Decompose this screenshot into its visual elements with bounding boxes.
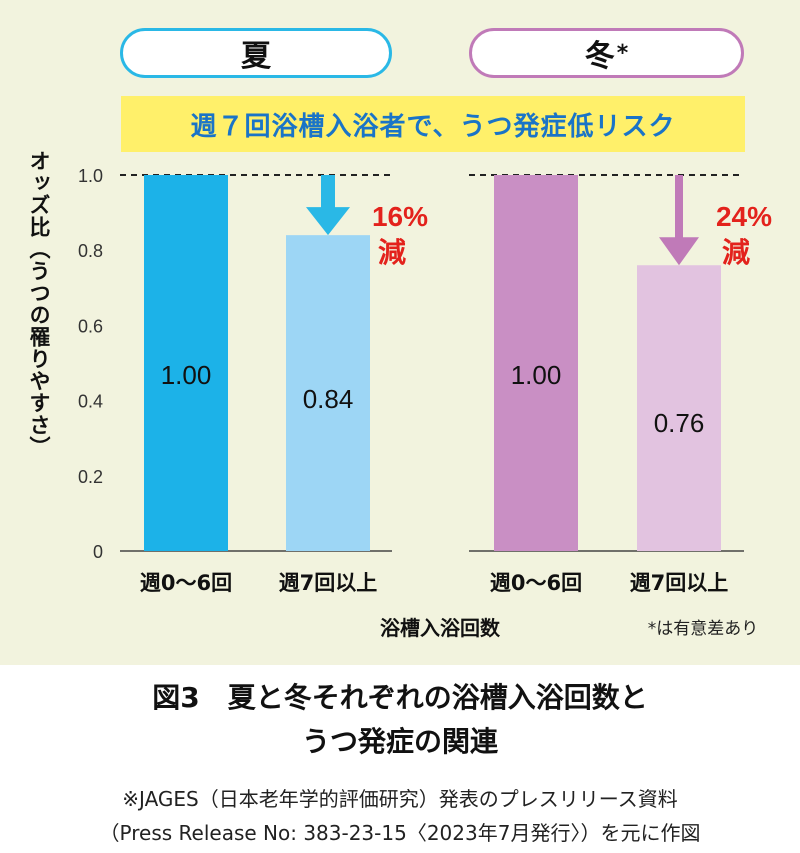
chart-panel: 夏 冬 * 週７回浴槽入浴者で、うつ発症低リスク オッズ比（うつの罹りやすさ） 0…	[0, 0, 800, 665]
bar-winter-2	[637, 265, 721, 551]
x-tick-label: 週7回以上	[630, 571, 729, 595]
winter-header: 冬 *	[469, 28, 744, 78]
reduction-arrow-head	[659, 237, 699, 266]
source-note: ※JAGES（日本老年学的評価研究）発表のプレスリリース資料 （Press Re…	[0, 782, 800, 850]
bar-value-label: 1.00	[511, 360, 562, 390]
reduction-percent: 24%	[716, 201, 772, 232]
reduction-arrow-head	[306, 207, 350, 236]
winter-label: 冬	[584, 39, 615, 74]
bar-chart: 0 0.2 0.4 0.6 0.8 1.0 1.00 週0〜6回 0.84 週7回以上 16% 減 1.…	[78, 166, 772, 595]
caption-line-2: うつ発症の関連	[301, 725, 498, 758]
significance-mark: *	[616, 40, 629, 66]
summer-header: 夏	[120, 28, 392, 78]
y-tick-label: 0	[93, 542, 103, 562]
source-line-1: ※JAGES（日本老年学的評価研究）発表のプレスリリース資料	[122, 787, 678, 811]
y-tick-label: 0.4	[78, 392, 103, 412]
significance-note: *は有意差あり	[647, 619, 759, 639]
y-tick-label: 1.0	[78, 166, 103, 186]
bar-value-label: 1.00	[161, 360, 212, 390]
reduction-word: 減	[378, 236, 406, 269]
bar-value-label: 0.76	[654, 408, 705, 438]
reduction-arrow-shaft	[675, 175, 683, 240]
y-tick-label: 0.2	[78, 467, 103, 487]
reduction-percent: 16%	[372, 201, 428, 232]
y-axis-label: オッズ比（うつの罹りやすさ）	[27, 150, 51, 458]
caption-line-1: 図3 夏と冬それぞれの浴槽入浴回数と	[152, 681, 648, 714]
reduction-word: 減	[722, 236, 750, 269]
summer-label: 夏	[241, 39, 271, 74]
headline-banner: 週７回浴槽入浴者で、うつ発症低リスク	[121, 96, 745, 152]
y-tick-label: 0.8	[78, 241, 103, 261]
x-tick-label: 週0〜6回	[140, 571, 232, 595]
reduction-arrow-shaft	[321, 175, 335, 210]
bar-winter-1	[494, 175, 578, 551]
x-tick-label: 週7回以上	[279, 571, 378, 595]
x-axis-label: 浴槽入浴回数	[380, 616, 500, 640]
bar-value-label: 0.84	[303, 384, 354, 414]
y-tick-label: 0.6	[78, 316, 103, 336]
bar-summer-2	[286, 235, 370, 551]
figure-caption: 図3 夏と冬それぞれの浴槽入浴回数と うつ発症の関連	[0, 676, 800, 764]
source-line-2: （Press Release No: 383-23-15〈2023年7月発行〉）…	[99, 821, 701, 845]
bar-summer-1	[144, 175, 228, 551]
x-tick-label: 週0〜6回	[490, 571, 582, 595]
